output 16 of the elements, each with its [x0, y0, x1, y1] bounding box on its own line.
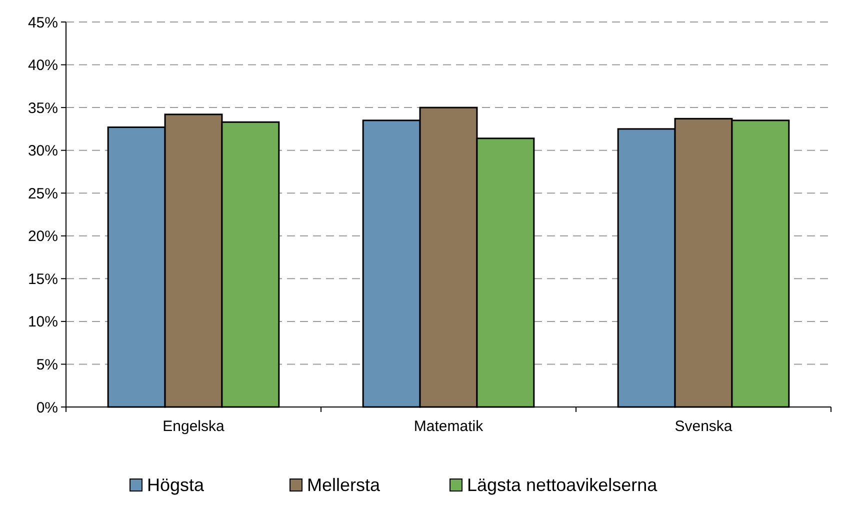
x-tick-label: Svenska: [674, 418, 733, 435]
y-tick-label: 45%: [28, 14, 58, 32]
legend-label: Lägsta nettoavikelserna: [467, 475, 658, 495]
legend-label: Mellersta: [307, 475, 382, 495]
y-tick-label: 0%: [36, 399, 58, 416]
y-tick-label: 5%: [36, 356, 58, 374]
y-tick-label: 40%: [28, 57, 58, 74]
x-tick-label: Engelska: [162, 418, 226, 435]
y-tick-label: 10%: [28, 314, 58, 331]
legend-label: Högsta: [147, 475, 206, 495]
y-tick-label: 30%: [28, 142, 58, 160]
y-tick-label: 35%: [28, 100, 58, 117]
y-tick-label: 25%: [28, 185, 58, 202]
y-tick-label: 15%: [28, 270, 58, 288]
y-tick-label: 20%: [28, 228, 58, 246]
x-tick-label: Matematik: [414, 418, 484, 435]
